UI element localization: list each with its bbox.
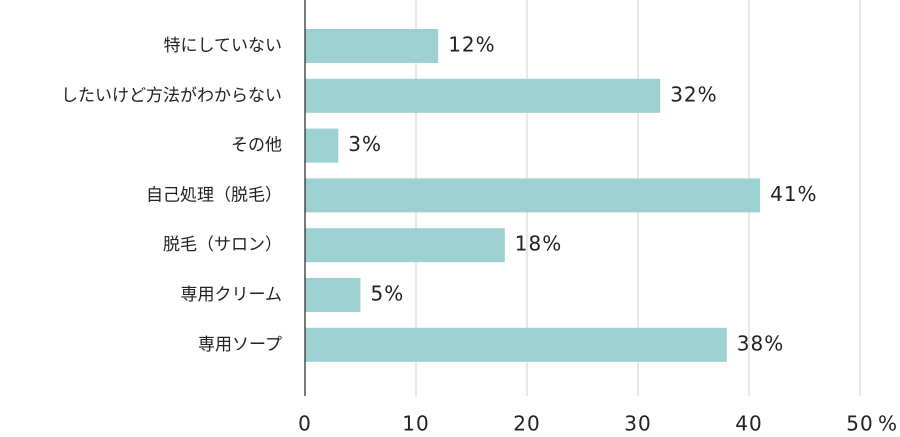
x-tick-label: 30	[624, 412, 651, 436]
x-tick-label: 50	[846, 412, 873, 436]
value-label: 41%	[770, 182, 817, 206]
x-axis-label: %	[878, 412, 898, 436]
category-label: 特にしていない	[164, 36, 283, 56]
value-label: 38%	[737, 331, 784, 355]
bar	[305, 128, 339, 163]
x-tick-label: 0	[298, 412, 312, 436]
value-label: 18%	[515, 232, 562, 256]
category-label: 自己処理（脱毛）	[146, 185, 282, 205]
category-label: その他	[231, 136, 282, 156]
category-label: 専用クリーム	[181, 285, 283, 305]
category-label: したいけど方法がわからない	[61, 86, 282, 106]
value-label: 5%	[371, 282, 405, 306]
bar	[305, 228, 505, 263]
x-tick-label: 20	[513, 412, 540, 436]
value-label: 12%	[448, 33, 495, 57]
category-label: 専用ソープ	[198, 335, 282, 355]
value-label: 3%	[348, 132, 382, 156]
bar	[305, 178, 761, 213]
bar	[305, 29, 439, 63]
bar	[305, 78, 661, 113]
bar	[305, 327, 727, 362]
x-tick-label: 10	[402, 412, 429, 436]
category-label: 脱毛（サロン）	[163, 235, 282, 255]
bar	[305, 278, 361, 312]
x-tick-label: 40	[735, 412, 762, 436]
value-label: 32%	[670, 82, 717, 106]
